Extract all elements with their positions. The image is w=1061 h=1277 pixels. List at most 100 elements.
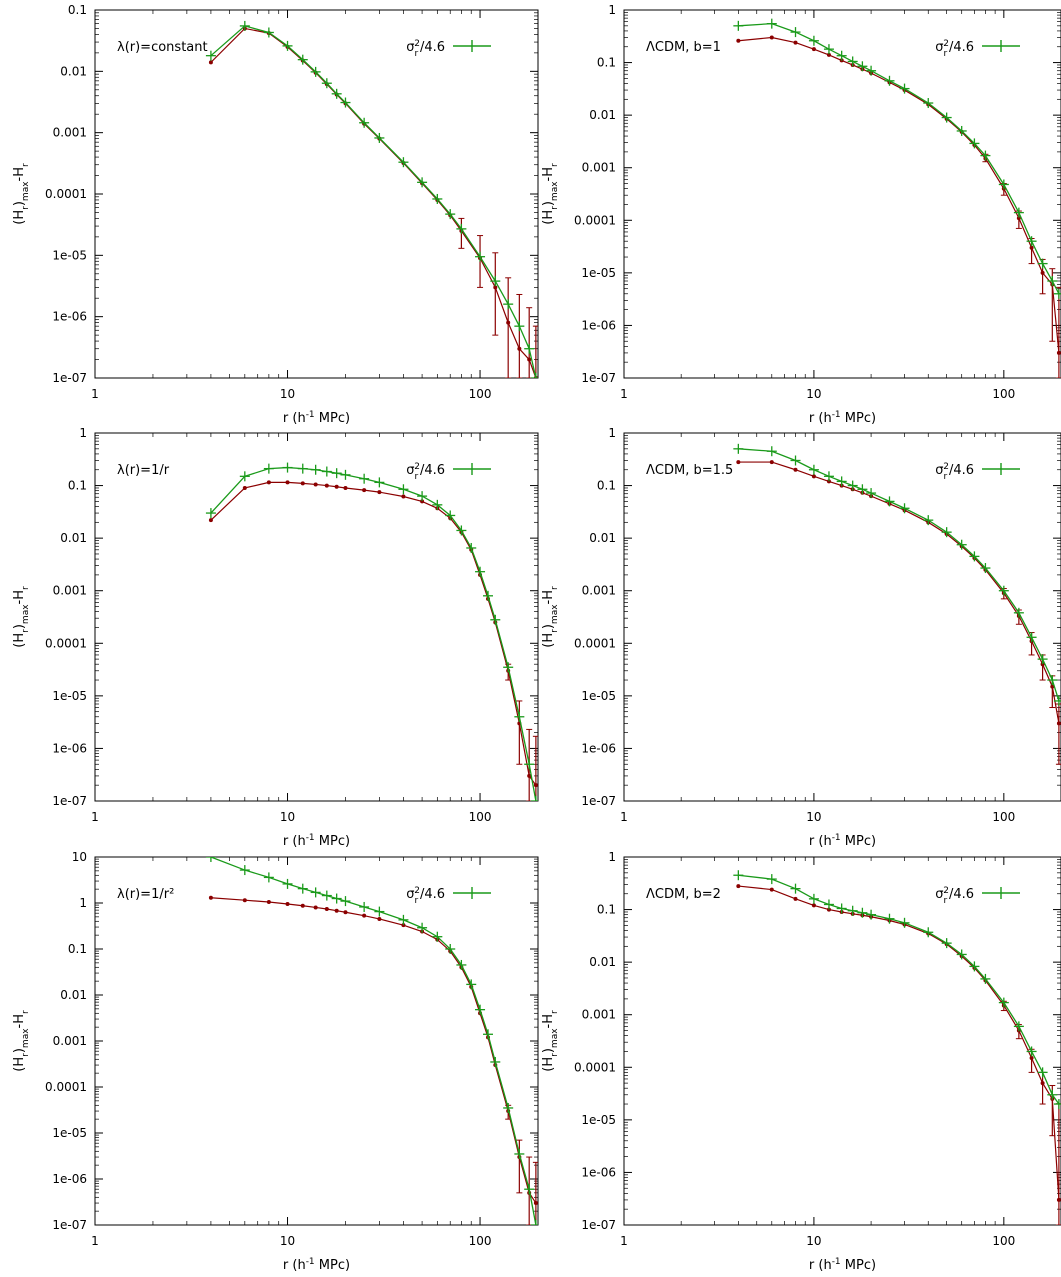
data-point-model	[398, 157, 409, 168]
data-point-model	[503, 1102, 514, 1113]
data-point-measured	[334, 908, 339, 913]
x-tick-label: 10	[806, 1234, 821, 1248]
x-tick-label: 1	[91, 810, 99, 824]
data-point-model	[483, 1029, 494, 1040]
data-point-model	[866, 488, 877, 499]
y-tick-label: 1e-05	[581, 689, 616, 703]
plot-frame	[623, 9, 1061, 379]
data-point-model	[331, 468, 342, 479]
data-point-measured	[1040, 270, 1045, 275]
legend-label: σr2/4.6	[406, 462, 445, 482]
data-point-model	[1013, 207, 1024, 218]
x-axis: 1 10 100	[91, 857, 539, 1248]
y-axis: 1e-07 1e-06 1e-05 0.0001 0.001 0.01 0.1 1	[45, 426, 538, 808]
data-point-model	[1013, 1021, 1024, 1032]
data-point-model	[331, 88, 342, 99]
data-point-model	[808, 35, 819, 46]
x-tick-label: 100	[469, 387, 492, 401]
series-line-measured	[210, 897, 537, 1204]
data-point-model	[503, 662, 514, 673]
data-point-model	[808, 464, 819, 475]
y-tick-label: 0.001	[582, 1008, 616, 1022]
data-point-model	[490, 614, 501, 625]
data-point-model	[514, 711, 525, 722]
data-point-measured	[826, 479, 831, 484]
y-tick-label: 10	[72, 850, 87, 864]
y-tick-label: 1e-07	[52, 371, 87, 385]
y-axis: 1e-07 1e-06 1e-05 0.0001 0.001 0.01 0.1 1	[574, 3, 1061, 385]
data-point-model	[310, 464, 321, 475]
data-area	[205, 20, 538, 378]
x-axis-title: r (h-1 MPc)	[809, 410, 876, 426]
data-point-measured	[533, 1201, 538, 1206]
data-point-model	[866, 909, 877, 920]
data-point-model	[836, 476, 847, 487]
data-point-model	[417, 922, 428, 933]
data-point-measured	[826, 52, 831, 57]
data-point-model	[1047, 276, 1058, 287]
data-point-model	[923, 515, 934, 526]
legend-label: σr2/4.6	[406, 39, 445, 59]
data-point-model	[980, 563, 991, 574]
data-point-measured	[377, 490, 382, 495]
y-tick-label: 1e-05	[52, 1126, 87, 1140]
legend-label: σr2/4.6	[935, 462, 974, 482]
data-point-model	[432, 931, 443, 942]
data-point-model	[1047, 1089, 1058, 1100]
data-point-model	[969, 551, 980, 562]
data-point-measured	[793, 467, 798, 472]
data-point-model	[524, 343, 535, 354]
data-point-model	[857, 907, 868, 918]
data-point-measured	[506, 320, 511, 325]
data-point-model	[941, 112, 952, 123]
data-point-measured	[826, 907, 831, 912]
data-point-model	[980, 150, 991, 161]
data-point-model	[941, 527, 952, 538]
data-area	[733, 18, 1061, 378]
y-tick-label: 0.1	[597, 479, 616, 493]
data-point-model	[340, 469, 351, 480]
data-point-model	[514, 321, 525, 332]
data-point-model	[417, 491, 428, 502]
y-tick-label: 1e-07	[52, 794, 87, 808]
y-tick-label: 1e-07	[581, 1218, 616, 1232]
data-point-model	[1037, 1067, 1048, 1078]
x-tick-label: 1	[620, 810, 628, 824]
data-area	[205, 462, 538, 801]
y-axis: 1e-07 1e-06 1e-05 0.0001 0.001 0.01 0.1 1 10	[45, 850, 538, 1232]
data-point-model	[483, 590, 494, 601]
data-point-measured	[208, 895, 213, 900]
data-area	[205, 857, 538, 1225]
data-point-model	[310, 887, 321, 898]
data-point-measured	[1040, 662, 1045, 667]
data-point-measured	[736, 38, 741, 43]
panel-left-top: 1e-07 1e-06 1e-05 0.0001 0.001 0.01 0.1 1 10 100 r…	[12, 3, 539, 426]
data-point-model	[790, 27, 801, 38]
data-point-model	[956, 125, 967, 136]
data-point-measured	[1056, 350, 1061, 355]
data-point-model	[310, 66, 321, 77]
data-point-model	[331, 893, 342, 904]
data-point-model	[321, 466, 332, 477]
x-tick-label: 100	[469, 1234, 492, 1248]
data-point-model	[733, 443, 744, 454]
data-point-model	[514, 1148, 525, 1159]
y-axis: 1e-07 1e-06 1e-05 0.0001 0.001 0.01 0.1 1	[574, 426, 1061, 808]
x-tick-label: 100	[469, 810, 492, 824]
error-bars	[1000, 1000, 1061, 1225]
data-point-model	[766, 446, 777, 457]
data-point-model	[445, 209, 456, 220]
y-axis-title: (Hr)max-Hr	[12, 586, 31, 648]
data-point-measured	[527, 773, 532, 778]
y-tick-label: 0.0001	[45, 1080, 87, 1094]
data-point-measured	[769, 887, 774, 892]
data-point-model	[239, 471, 250, 482]
y-tick-label: 1e-05	[581, 266, 616, 280]
x-axis: 1 10 100	[620, 857, 1061, 1248]
data-point-model	[969, 961, 980, 972]
y-tick-label: 1e-06	[52, 1172, 87, 1186]
y-tick-label: 0.001	[53, 126, 87, 140]
y-tick-label: 0.1	[68, 3, 87, 17]
